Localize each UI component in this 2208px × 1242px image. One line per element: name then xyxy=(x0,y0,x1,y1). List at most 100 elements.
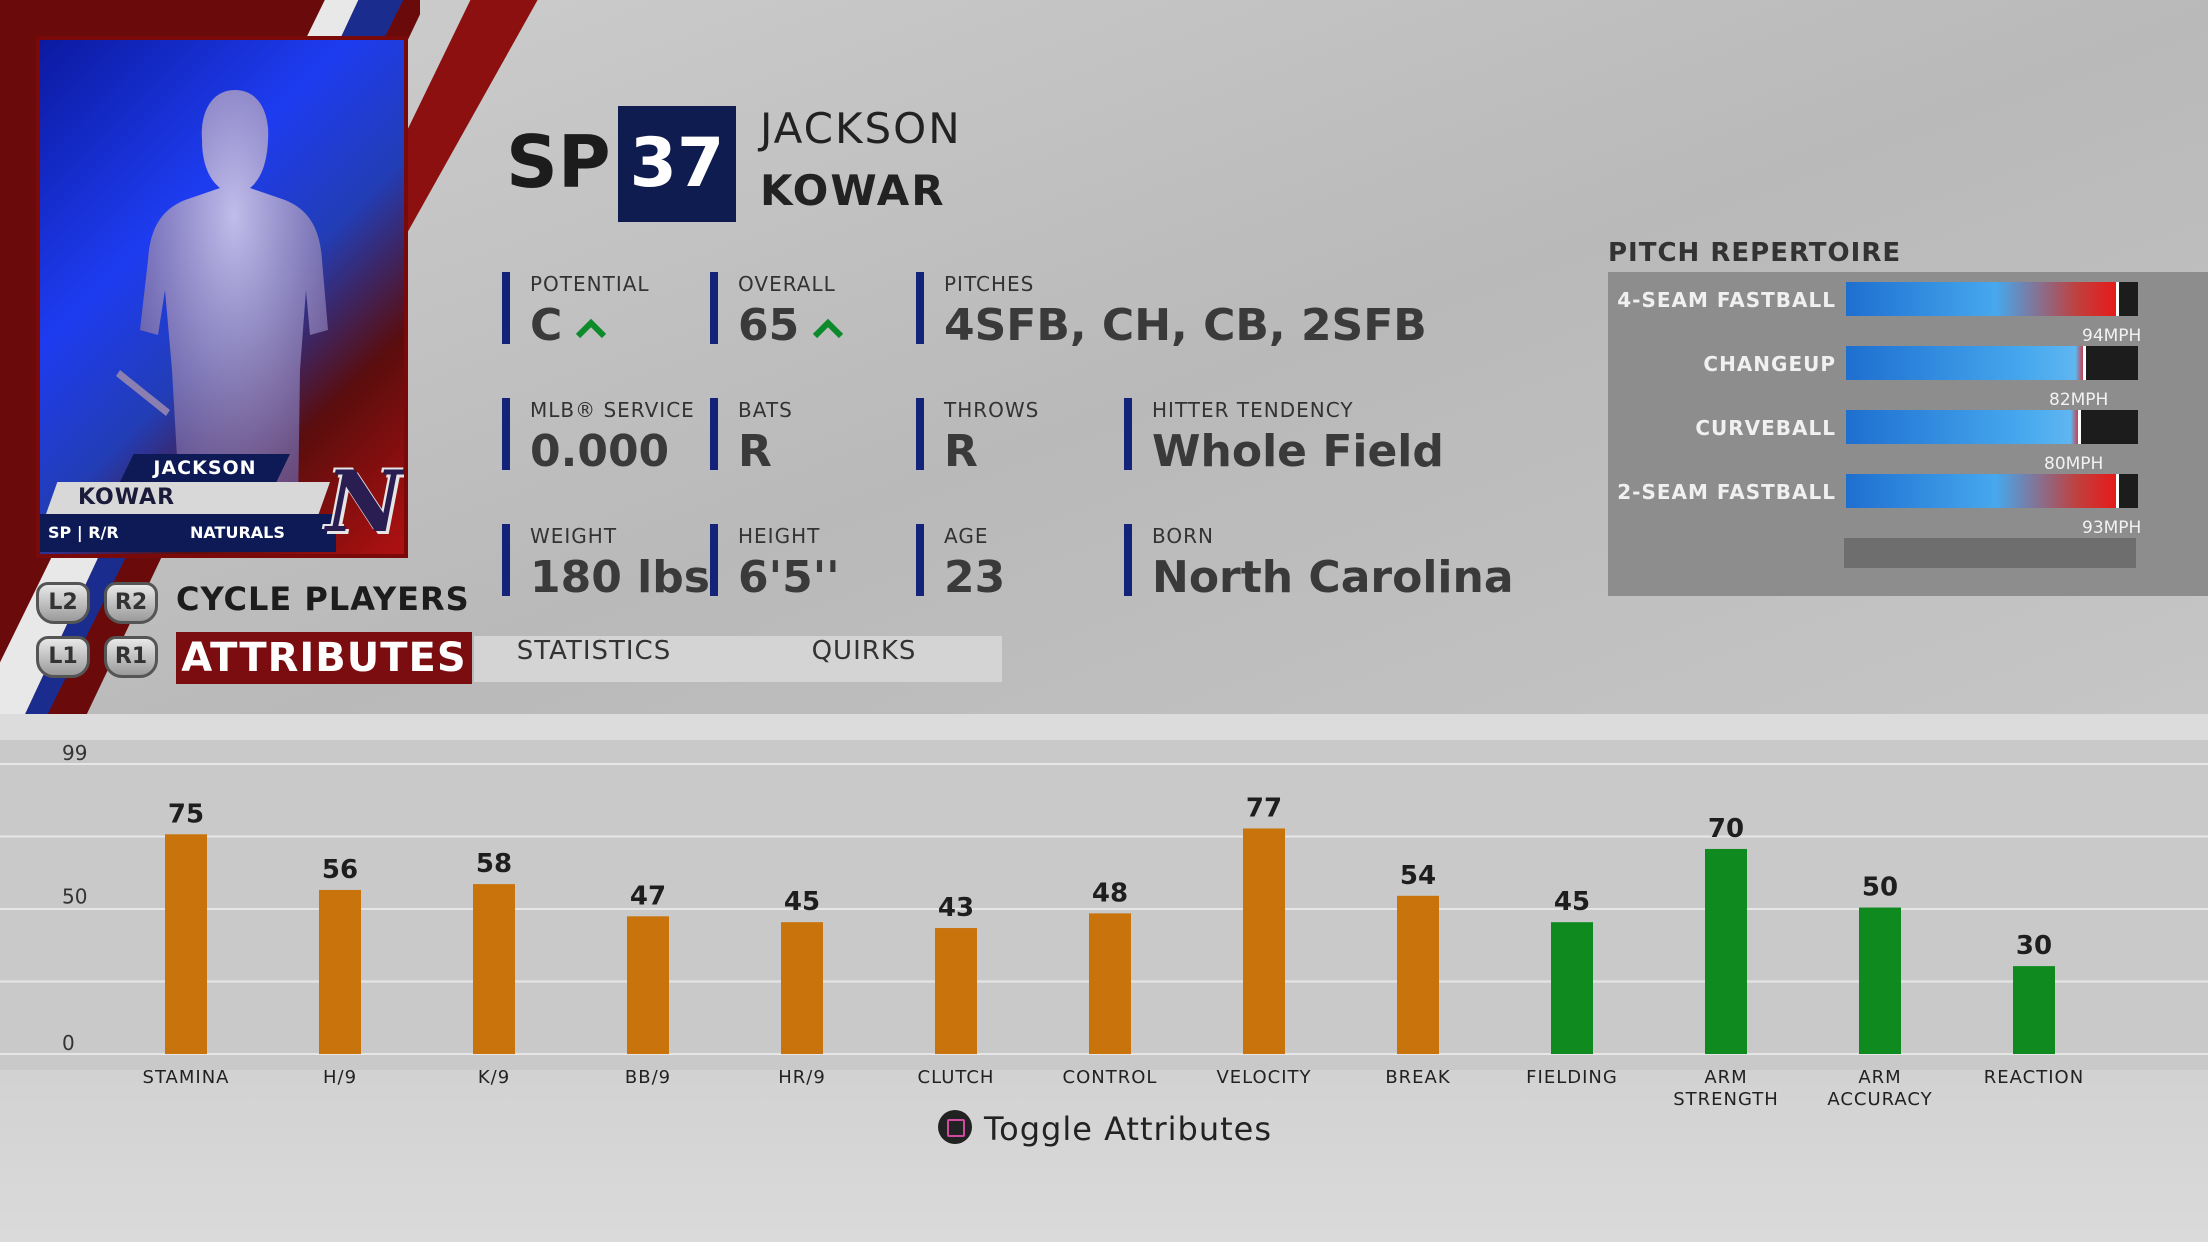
attribute-bar xyxy=(627,916,669,1054)
pitch-speed-label: 93MPH xyxy=(2082,518,2142,538)
attribute-bar xyxy=(935,928,977,1054)
bar-value-label: 45 xyxy=(1554,887,1590,917)
card-pos-bats-throws: SP | R/R xyxy=(48,523,119,542)
player-position: SP xyxy=(506,120,611,204)
card-last-name: KOWAR xyxy=(46,482,330,514)
pitch-bar-empty xyxy=(1844,538,2136,568)
y-axis-tick-label: 50 xyxy=(62,885,87,909)
stat-height-value: 6'5'' xyxy=(738,552,840,603)
y-axis-tick-label: 99 xyxy=(62,741,87,765)
tab-statistics[interactable]: STATISTICS xyxy=(516,636,672,666)
pitch-speed-fill xyxy=(1846,346,2085,380)
bar-value-label: 43 xyxy=(938,893,974,923)
bottom-band xyxy=(0,1070,2208,1242)
up-arrow-icon xyxy=(813,318,844,338)
l1-button[interactable]: L1 xyxy=(36,636,90,678)
stat-born-label: BORN xyxy=(1152,524,1214,548)
pitch-speed-marker xyxy=(2116,282,2119,316)
stat-weight-value: 180 lbs xyxy=(530,552,710,603)
x-axis-category-label: H/9 xyxy=(323,1067,357,1088)
player-last-name: KOWAR xyxy=(760,166,946,215)
tab-quirks[interactable]: QUIRKS xyxy=(811,636,917,666)
pitch-speed-fill xyxy=(1846,474,2118,508)
stat-height: HEIGHT 6'5'' xyxy=(710,524,840,603)
pitch-speed-label: 80MPH xyxy=(2044,454,2104,474)
stat-born-value: North Carolina xyxy=(1152,552,1514,603)
bar-value-label: 56 xyxy=(322,855,358,885)
stat-throws-value: R xyxy=(944,426,978,477)
stat-height-label: HEIGHT xyxy=(738,524,821,548)
pitch-speed-fill xyxy=(1846,410,2080,444)
attributes-chart: 0 50 99 75 STAMINA 56 H/9 58 K/9 47 BB/9 45 HR/9 43 CL… xyxy=(0,741,2208,1110)
stat-potential: POTENTIAL C xyxy=(502,272,650,351)
stat-weight-label: WEIGHT xyxy=(530,524,618,548)
pitch-repertoire-title: PITCH REPERTOIRE xyxy=(1608,238,1902,268)
pitch-speed-bar xyxy=(1846,410,2138,444)
team-logo-icon: N xyxy=(326,452,403,551)
square-button-icon[interactable] xyxy=(938,1110,972,1144)
x-axis-category-label: CONTROL xyxy=(1063,1067,1158,1088)
pitch-speed-label: 94MPH xyxy=(2082,326,2142,346)
stat-service-label: MLB® SERVICE xyxy=(530,398,695,422)
pitch-speed-marker xyxy=(2083,346,2086,380)
pitch-speed-bar xyxy=(1846,282,2138,316)
tab-bar xyxy=(474,636,1002,682)
r1-button[interactable]: R1 xyxy=(104,636,158,678)
pitch-speed-bar xyxy=(1846,474,2138,508)
x-axis-category-label: STRENGTH xyxy=(1673,1089,1779,1110)
x-axis-category-label: ARM xyxy=(1704,1067,1747,1088)
attribute-bar xyxy=(1243,828,1285,1054)
stat-born: BORN North Carolina xyxy=(1124,524,1514,603)
bar-value-label: 77 xyxy=(1246,793,1282,823)
x-axis-category-label: K/9 xyxy=(478,1067,510,1088)
attribute-bar xyxy=(1705,848,1747,1054)
player-silhouette xyxy=(116,90,328,510)
pitch-speed-bar xyxy=(1846,346,2138,380)
card-footer: SP | R/R NATURALS xyxy=(40,514,336,552)
pitch-name: 2-SEAM FASTBALL xyxy=(1617,480,1836,504)
stat-hitter-tendency: HITTER TENDENCY Whole Field xyxy=(1124,398,1444,477)
stat-service: MLB® SERVICE 0.000 xyxy=(502,398,695,477)
x-axis-category-label: REACTION xyxy=(1984,1067,2084,1088)
x-axis-category-label: STAMINA xyxy=(143,1067,230,1088)
stat-service-value: 0.000 xyxy=(530,426,670,477)
player-first-name: JACKSON xyxy=(760,104,962,153)
x-axis-category-label: FIELDING xyxy=(1526,1067,1618,1088)
card-team: NATURALS xyxy=(190,523,285,542)
attribute-bar xyxy=(1859,907,1901,1054)
stat-weight: WEIGHT 180 lbs xyxy=(502,524,710,603)
bar-value-label: 75 xyxy=(168,799,204,829)
stat-pitches-label: PITCHES xyxy=(944,272,1035,296)
pitch-speed-label: 82MPH xyxy=(2049,390,2109,410)
toggle-attributes-label[interactable]: Toggle Attributes xyxy=(984,1110,1273,1148)
attribute-bar xyxy=(319,889,361,1054)
bar-value-label: 47 xyxy=(630,881,666,911)
bar-value-label: 70 xyxy=(1708,814,1744,844)
tab-attributes[interactable]: ATTRIBUTES xyxy=(176,632,472,684)
stat-pitches-value: 4SFB, CH, CB, 2SFB xyxy=(944,300,1427,351)
stat-hitter-tendency-label: HITTER TENDENCY xyxy=(1152,398,1354,422)
pitch-name: CURVEBALL xyxy=(1695,416,1836,440)
stat-potential-label: POTENTIAL xyxy=(530,272,650,296)
up-arrow-icon xyxy=(576,318,607,338)
bar-value-label: 48 xyxy=(1092,878,1128,908)
stat-throws: THROWS R xyxy=(916,398,1039,477)
attribute-bar xyxy=(1397,895,1439,1054)
stat-overall: OVERALL 65 xyxy=(710,272,844,351)
r2-button[interactable]: R2 xyxy=(104,582,158,624)
pitch-repertoire-panel: 4-SEAM FASTBALL 94MPH CHANGEUP 82MPH CURVEBA… xyxy=(1608,272,2208,596)
bar-value-label: 45 xyxy=(784,887,820,917)
x-axis-category-label: ARM xyxy=(1858,1067,1901,1088)
stat-pitches: PITCHES 4SFB, CH, CB, 2SFB xyxy=(916,272,1427,351)
attribute-bar xyxy=(781,922,823,1054)
card-first-name: JACKSON xyxy=(120,454,290,482)
player-card: JACKSON KOWAR SP | R/R NATURALS N xyxy=(36,36,408,558)
l2-button[interactable]: L2 xyxy=(36,582,90,624)
attribute-bar xyxy=(165,834,207,1054)
stat-overall-label: OVERALL xyxy=(738,272,836,296)
stat-overall-value: 65 xyxy=(738,300,800,351)
x-axis-category-label: HR/9 xyxy=(778,1067,826,1088)
stat-hitter-tendency-value: Whole Field xyxy=(1152,426,1444,477)
stat-age-label: AGE xyxy=(944,524,989,548)
bar-value-label: 54 xyxy=(1400,861,1436,891)
